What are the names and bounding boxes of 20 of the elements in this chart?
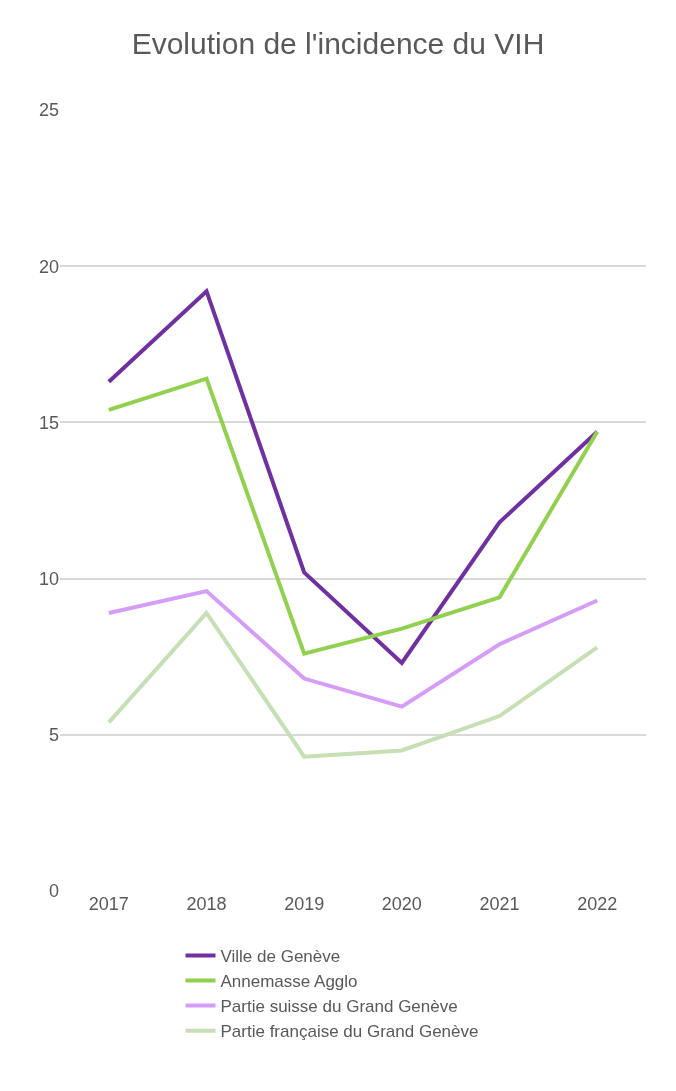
y-tick-label: 0 [48,881,59,902]
x-tick-label: 2020 [381,894,422,914]
legend-label: Ville de Genève [220,947,341,967]
x-tick-label: 2022 [577,894,618,914]
x-tick-label: 2019 [284,894,325,914]
x-tick-label: 2018 [186,894,227,914]
legend-label: Annemasse Agglo [220,972,358,992]
y-tick-label: 5 [48,725,59,746]
line-series [106,589,600,709]
y-tick-label: 20 [38,256,59,277]
y-tick-label: 10 [38,568,59,589]
x-tick-label: 2021 [479,894,520,914]
chart-title: Evolution de l'incidence du VIH [131,26,545,60]
y-tick-label: 25 [38,100,59,121]
y-tick-label: 15 [38,412,59,433]
line-series [106,376,600,656]
line-series [106,610,600,759]
legend-label: Partie française du Grand Genève [220,1022,479,1042]
legend-label: Partie suisse du Grand Genève [220,997,458,1017]
x-tick-label: 2017 [88,894,129,914]
